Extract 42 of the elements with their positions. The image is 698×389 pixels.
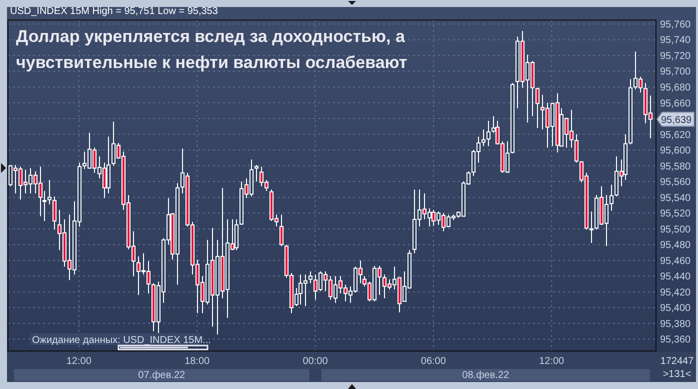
y-tick-label: 95,560: [660, 177, 692, 188]
y-tick-label: 95,660: [660, 98, 692, 110]
annotation: 95,639: [661, 114, 692, 126]
y-tick-label: 95,760: [660, 19, 692, 30]
text: 08.фев.22: [462, 370, 510, 381]
candlestick: [47, 179, 52, 205]
y-tick-label: 95,700: [660, 66, 692, 78]
text: 172447: [660, 356, 694, 367]
annotation: Ожидание данных: USD_INDEX 15M...: [32, 335, 211, 346]
y-tick-label: 95,520: [660, 208, 692, 220]
candlestick: [234, 218, 239, 251]
y-tick-label: 95,580: [660, 161, 692, 172]
candlestick: [486, 120, 491, 147]
text: 07.фев.22: [138, 370, 186, 381]
y-tick-label: 95,400: [660, 303, 692, 314]
text: >131<: [662, 369, 692, 380]
x-tick-label: 12:00: [66, 356, 92, 367]
y-tick-label: 95,600: [660, 146, 692, 157]
y-tick-label: 95,360: [660, 334, 692, 346]
candlestick: [254, 164, 259, 182]
x-tick-label: 18:00: [184, 356, 210, 367]
candlestick: [279, 214, 284, 247]
y-tick-label: 95,500: [660, 224, 692, 236]
y-tick-label: 95,720: [660, 50, 692, 62]
candlestick: [52, 196, 57, 230]
y-tick-label: 95,740: [660, 35, 692, 46]
candlestick: [106, 136, 111, 194]
chart-subtitle: USD_INDEX 15M High = 95,751 Low = 95,353: [10, 6, 218, 17]
y-tick-label: 95,380: [660, 318, 692, 330]
y-tick-label: 95,680: [660, 82, 692, 94]
y-tick-label: 95,420: [660, 287, 692, 298]
x-tick-label: 00:00: [302, 356, 328, 367]
x-tick-label: 12:00: [539, 356, 565, 367]
y-tick-label: 95,460: [660, 256, 692, 267]
candlestick: [589, 211, 594, 244]
y-tick-label: 95,540: [660, 192, 692, 204]
y-tick-label: 95,480: [660, 240, 692, 252]
y-tick-label: 95,440: [660, 272, 692, 283]
text: Доллар укрепляется вслед за доходностью, а чувствительные к нефти валюты ослабевают: [16, 27, 408, 72]
candlestick: [481, 129, 486, 147]
y-tick-label: 95,620: [660, 130, 692, 141]
x-tick-label: 06:00: [420, 356, 446, 367]
